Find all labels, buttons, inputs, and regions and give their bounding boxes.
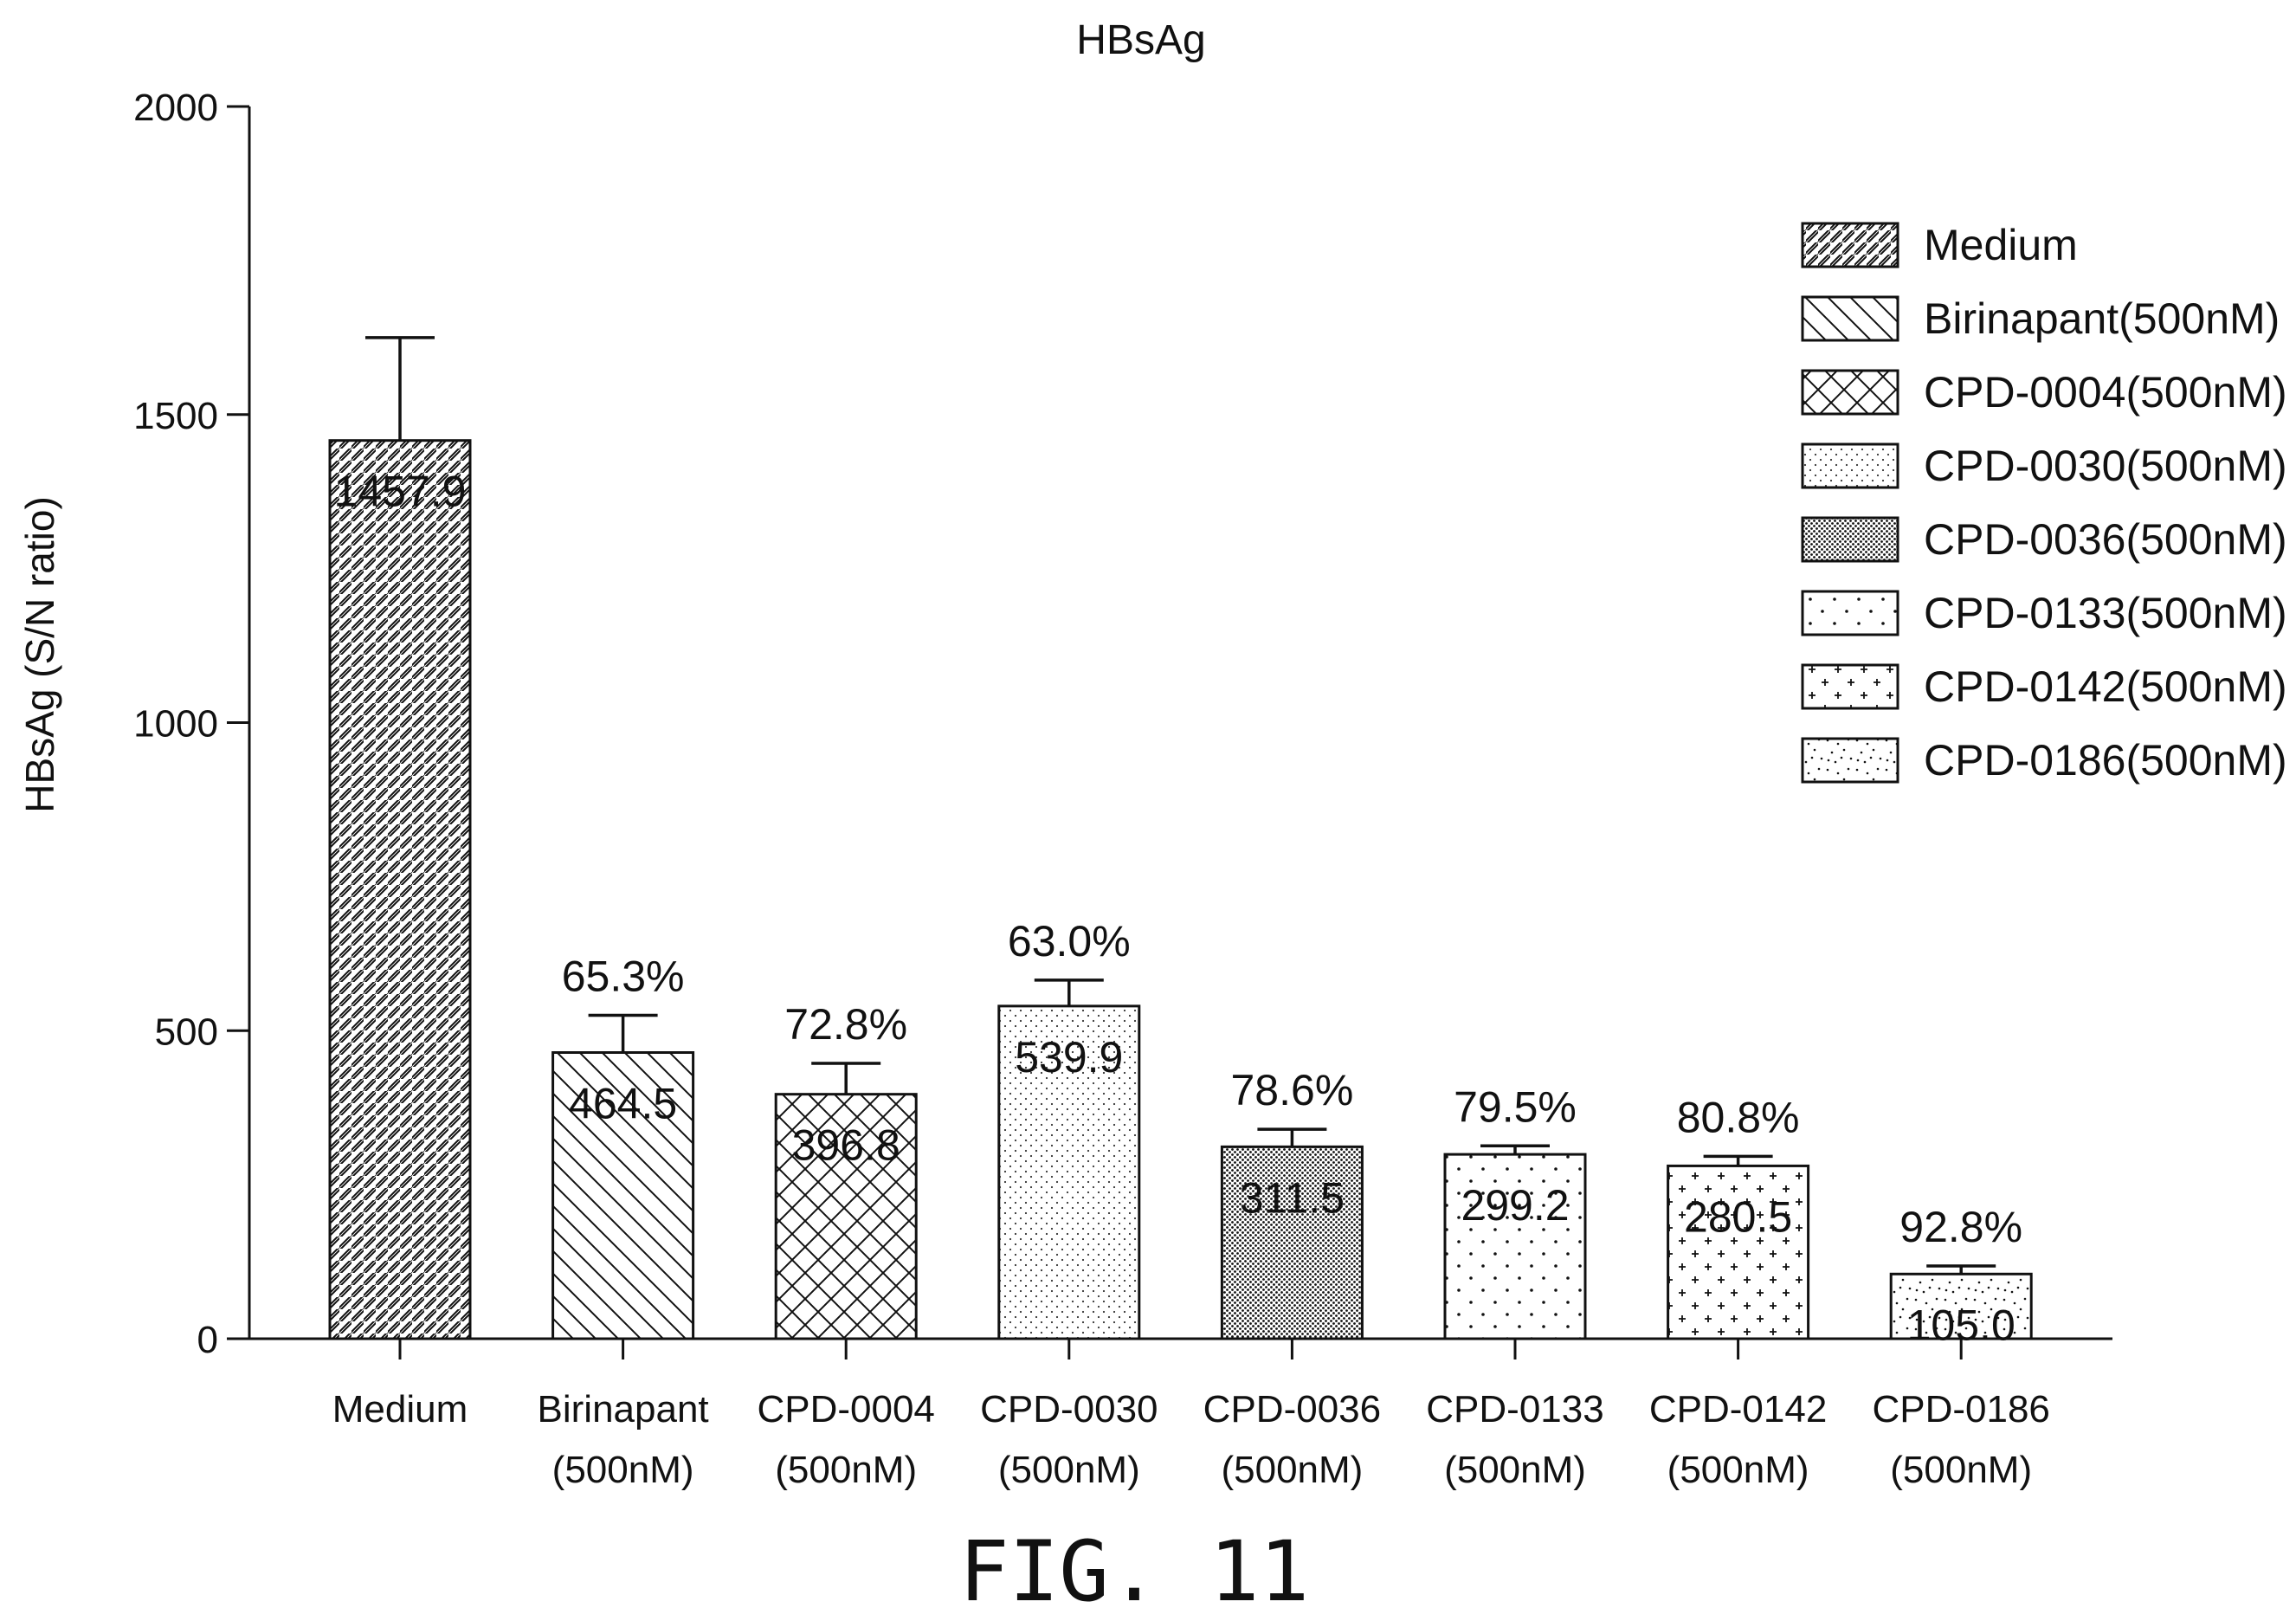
legend-swatch	[1801, 663, 1899, 710]
legend-label: CPD-0004(500nM)	[1924, 368, 2287, 417]
legend-item: Medium	[1801, 221, 2078, 269]
bar-group: 539.9 63.0%	[997, 917, 1141, 1340]
bar-group: 396.8 72.8%	[774, 1000, 918, 1340]
legend-item: CPD-0030(500nM)	[1801, 442, 2287, 490]
x-tick-label: CPD-0004	[757, 1388, 934, 1430]
bar-group: 311.5 78.6%	[1220, 1066, 1364, 1340]
legend-label: CPD-0133(500nM)	[1924, 589, 2287, 637]
y-tick-label: 1000	[133, 703, 218, 746]
legend-swatch	[1801, 737, 1899, 784]
bar-value-label: 396.8	[792, 1121, 900, 1170]
x-tick-label-line2: (500nM)	[552, 1449, 694, 1491]
percent-label: 80.8%	[1677, 1093, 1800, 1141]
x-tick-label-line2: (500nM)	[1444, 1449, 1586, 1491]
x-tick-label: CPD-0036	[1203, 1388, 1381, 1430]
y-tick-label: 1500	[133, 395, 218, 437]
legend-swatch	[1801, 590, 1899, 636]
x-tick-label: CPD-0030	[980, 1388, 1158, 1430]
legend-label: CPD-0036(500nM)	[1924, 515, 2287, 564]
x-tick-label: CPD-0186	[1872, 1388, 2049, 1430]
x-axis-labels: Medium Birinapant (500nM) CPD-0004 (500nM) CP…	[332, 1339, 2050, 1491]
x-tick-label: Birinapant	[538, 1388, 709, 1430]
legend-label: CPD-0030(500nM)	[1924, 442, 2287, 490]
bar-value-label: 299.2	[1461, 1181, 1569, 1230]
x-tick-label-line2: (500nM)	[998, 1449, 1140, 1491]
y-axis-ticks: 0 500 1000 1500 2000	[133, 87, 249, 1361]
figure-label: FIG. 11	[959, 1523, 1310, 1620]
axes	[248, 107, 2112, 1340]
legend: Medium Birinapant(500nM) CPD-0004(500nM) CP…	[1801, 221, 2287, 785]
percent-label: 78.6%	[1231, 1066, 1354, 1114]
legend-swatch	[1801, 442, 1899, 489]
legend-item: CPD-0036(500nM)	[1801, 515, 2287, 564]
legend-item: CPD-0133(500nM)	[1801, 589, 2287, 637]
bars: 1457.9 464.5 65.3% 396.8 72.8% 539.9 63.0% 311.…	[328, 336, 2033, 1349]
legend-swatch	[1801, 369, 1899, 416]
bar-group: 299.2 79.5%	[1443, 1082, 1587, 1340]
legend-swatch	[1801, 295, 1899, 342]
x-tick-label-line2: (500nM)	[1890, 1449, 2032, 1491]
bar	[328, 439, 472, 1340]
y-tick-label: 500	[155, 1011, 218, 1053]
bar-value-label: 539.9	[1015, 1033, 1123, 1082]
y-tick-label: 0	[197, 1319, 218, 1361]
bar-group: 1457.9	[328, 336, 472, 1340]
percent-label: 79.5%	[1454, 1082, 1577, 1131]
x-tick-label: Medium	[332, 1388, 468, 1430]
percent-label: 92.8%	[1899, 1203, 2022, 1251]
bar	[774, 1093, 918, 1340]
y-tick-label: 2000	[133, 87, 218, 129]
legend-label: CPD-0142(500nM)	[1924, 662, 2287, 711]
bar	[1667, 1164, 1810, 1340]
legend-label: CPD-0186(500nM)	[1924, 736, 2287, 785]
x-tick-label: CPD-0133	[1426, 1388, 1603, 1430]
bar	[1889, 1272, 2033, 1340]
percent-label: 72.8%	[784, 1000, 907, 1049]
bar-value-label: 280.5	[1684, 1192, 1792, 1241]
bar	[551, 1051, 695, 1340]
legend-label: Medium	[1924, 221, 2078, 269]
percent-label: 65.3%	[562, 952, 685, 1000]
bar-group: 105.092.8%	[1889, 1203, 2033, 1349]
bar-value-label: 311.5	[1240, 1173, 1345, 1222]
legend-item: CPD-0004(500nM)	[1801, 368, 2287, 417]
bar-value-label: 1457.9	[334, 468, 467, 516]
bar-group: 464.5 65.3%	[551, 952, 695, 1340]
legend-swatch	[1801, 222, 1899, 268]
legend-swatch	[1801, 516, 1899, 563]
bar-group: 280.5 80.8%	[1667, 1093, 1810, 1340]
legend-label: Birinapant(500nM)	[1924, 294, 2280, 343]
bar-value-label: 464.5	[569, 1080, 677, 1128]
y-axis-label: HBsAg (S/N ratio)	[17, 496, 62, 813]
x-tick-label-line2: (500nM)	[775, 1449, 917, 1491]
legend-item: CPD-0186(500nM)	[1801, 736, 2287, 785]
x-tick-label-line2: (500nM)	[1221, 1449, 1363, 1491]
x-tick-label: CPD-0142	[1649, 1388, 1827, 1430]
legend-item: CPD-0142(500nM)	[1801, 662, 2287, 711]
chart-title: HBsAg	[1076, 17, 1205, 63]
legend-item: Birinapant(500nM)	[1801, 294, 2280, 343]
x-tick-label-line2: (500nM)	[1667, 1449, 1809, 1491]
percent-label: 63.0%	[1008, 917, 1131, 965]
